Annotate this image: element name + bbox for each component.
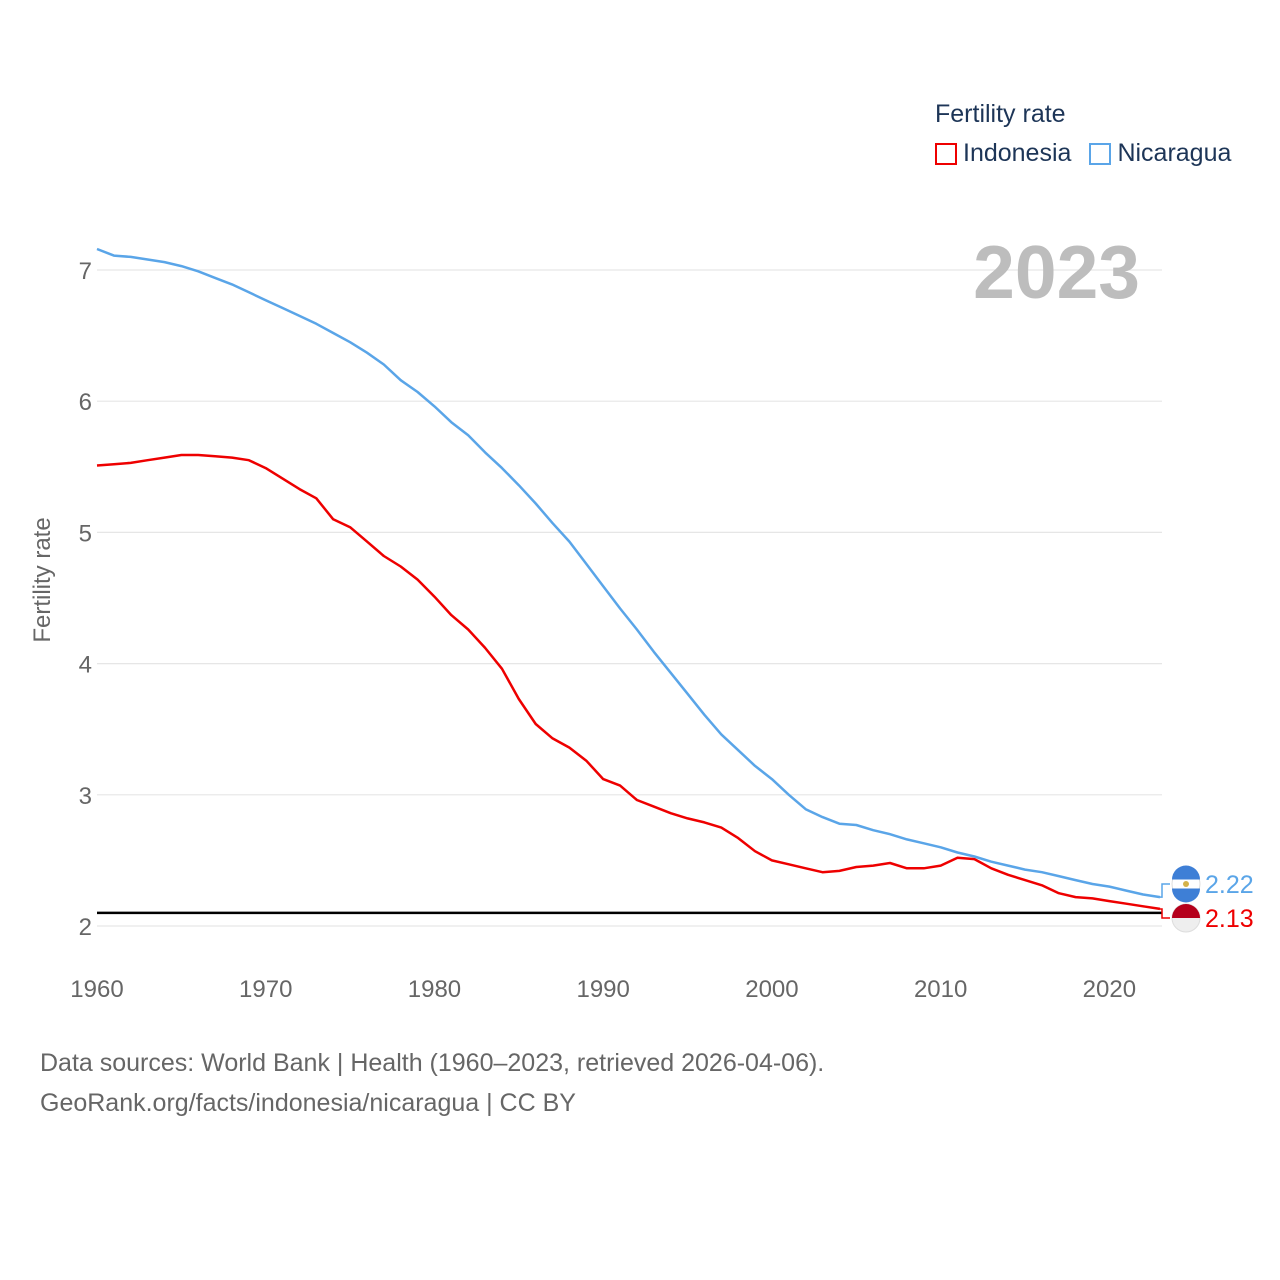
attribution-text: GeoRank.org/facts/indonesia/nicaragua | … bbox=[40, 1089, 576, 1117]
legend-swatch-indonesia bbox=[935, 142, 957, 165]
y-tick-label: 7 bbox=[79, 258, 92, 285]
end-connector-nicaragua bbox=[1160, 883, 1170, 898]
y-tick-label: 6 bbox=[79, 389, 92, 416]
y-axis-label: Fertility rate bbox=[29, 517, 56, 642]
x-tick-label: 1970 bbox=[239, 976, 292, 1003]
end-value-label-indonesia: 2.13 bbox=[1205, 905, 1254, 933]
x-tick-label: 2010 bbox=[914, 976, 967, 1003]
x-tick-label: 1980 bbox=[408, 976, 461, 1003]
legend-label-indonesia: Indonesia bbox=[963, 139, 1072, 167]
footer: Data sources: World Bank | Health (1960–… bbox=[40, 1043, 824, 1123]
legend-label-nicaragua: Nicaragua bbox=[1117, 139, 1232, 167]
year-watermark: 2023 bbox=[973, 230, 1140, 314]
legend-item-indonesia[interactable]: Indonesia bbox=[935, 139, 1071, 168]
end-connector-indonesia bbox=[1160, 908, 1170, 919]
y-tick-label: 4 bbox=[79, 652, 92, 679]
legend-title: Fertility rate bbox=[935, 100, 1066, 128]
fertility-line-chart: 2 3 4 5 6 7 1960 1970 1980 1990 2000 2010 2020 2023… bbox=[29, 230, 1254, 1003]
legend: Fertility rate Indonesia Nicaragua bbox=[935, 100, 1231, 168]
x-tick-label: 1960 bbox=[70, 976, 123, 1003]
legend-swatch-nicaragua bbox=[1089, 142, 1112, 165]
series-line-indonesia[interactable] bbox=[96, 453, 1161, 911]
y-tick-label: 2 bbox=[79, 914, 92, 941]
flag-indonesia-red-half bbox=[1172, 904, 1200, 918]
y-tick-label: 5 bbox=[79, 520, 92, 547]
flag-nicaragua-emblem bbox=[1183, 881, 1189, 887]
y-tick-label: 3 bbox=[79, 783, 92, 810]
legend-item-nicaragua[interactable]: Nicaragua bbox=[1089, 139, 1231, 168]
x-tick-label: 1990 bbox=[576, 976, 629, 1003]
x-tick-label: 2020 bbox=[1083, 976, 1136, 1003]
data-source-text: Data sources: World Bank | Health (1960–… bbox=[40, 1049, 825, 1077]
end-value-label-nicaragua: 2.22 bbox=[1205, 871, 1254, 899]
x-tick-label: 2000 bbox=[745, 976, 798, 1003]
flag-nicaragua-top-band bbox=[1172, 865, 1200, 880]
series-line-nicaragua[interactable] bbox=[96, 247, 1161, 899]
flag-nicaragua-bottom-band bbox=[1172, 888, 1200, 903]
